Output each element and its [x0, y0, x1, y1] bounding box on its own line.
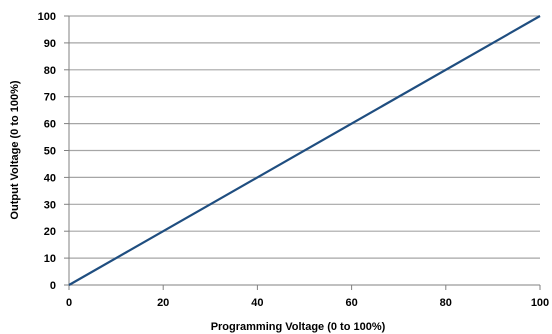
x-tick-label: 40: [251, 297, 263, 309]
y-axis-title: Output Voltage (0 to 100%): [9, 80, 21, 219]
y-tick-labels: 0 10 20 30 40 50 60 70 80 90 100: [38, 11, 56, 292]
y-tick-label: 10: [44, 253, 56, 265]
y-tick-label: 90: [44, 38, 56, 50]
y-tick-label: 60: [44, 119, 56, 131]
y-tick-label: 100: [38, 11, 56, 23]
x-tick-label: 100: [531, 297, 549, 309]
x-tick-label: 80: [440, 297, 452, 309]
x-tick-label: 0: [66, 297, 72, 309]
y-tick-label: 20: [44, 226, 56, 238]
y-tick-label: 40: [44, 172, 56, 184]
x-axis-title: Programming Voltage (0 to 100%): [211, 321, 386, 333]
y-tick-label: 30: [44, 199, 56, 211]
x-tick-labels: 0 20 40 60 80 100: [66, 297, 549, 309]
y-tick-label: 0: [50, 280, 56, 292]
data-series: [68, 15, 541, 286]
x-tick-label: 20: [157, 297, 169, 309]
series-line-0: [68, 15, 541, 286]
gridlines: [69, 15, 540, 259]
y-tick-label: 50: [44, 146, 56, 158]
axes: [64, 15, 541, 290]
y-tick-label: 70: [44, 92, 56, 104]
y-tick-label: 80: [44, 65, 56, 77]
x-tick-label: 60: [345, 297, 357, 309]
